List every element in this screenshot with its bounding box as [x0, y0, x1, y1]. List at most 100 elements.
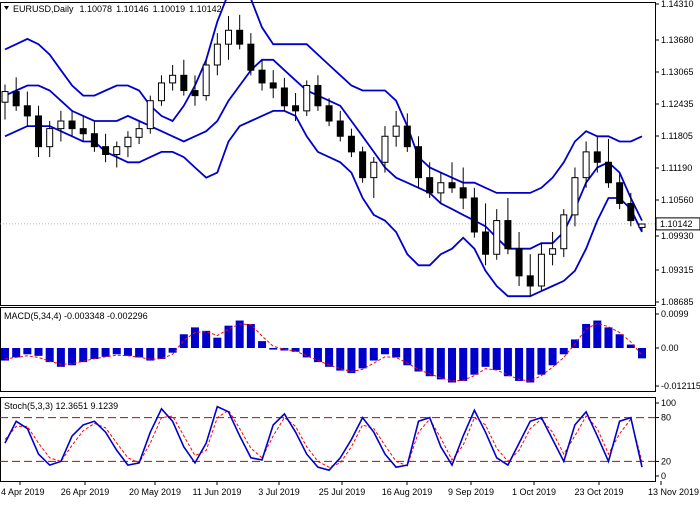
candle-body-bear	[515, 248, 523, 277]
candle-body-bear	[414, 146, 422, 179]
candle-body-bear	[616, 182, 624, 204]
macd-histogram-bar	[436, 348, 445, 380]
macd-histogram-bar	[503, 348, 512, 377]
macd-histogram-bar	[526, 348, 535, 383]
x-tick-label: 1 Oct 2019	[512, 487, 556, 497]
price-y-tick-label: 1.08685	[661, 297, 694, 307]
candle-body-bear	[359, 151, 367, 179]
candle-body-bull	[560, 214, 568, 250]
macd-histogram-bar	[470, 348, 479, 375]
macd-histogram-bar	[68, 348, 77, 366]
macd-histogram-bar	[369, 348, 378, 361]
bollinger-lower-line	[4, 110, 643, 298]
candle-body-bull	[582, 151, 590, 179]
x-tick-label: 11 Jun 2019	[193, 487, 242, 497]
candle-body-bear	[336, 120, 344, 137]
candle-body-bear	[102, 146, 110, 155]
candle-body-bear	[526, 275, 534, 287]
macd-histogram-bar	[492, 348, 501, 370]
candle-body-bear	[236, 29, 244, 45]
candle-body-bull	[437, 182, 445, 194]
macd-panel-frame	[0, 307, 656, 392]
candle-body-bear	[604, 161, 612, 184]
price-y-tick-label: 1.09315	[661, 265, 694, 275]
panel-frames	[0, 2, 656, 482]
macd-panel: MACD(5,34,4) -0.003348 -0.002296	[1, 311, 646, 383]
candle-body-bear	[314, 84, 322, 107]
candle-body-bull	[381, 135, 389, 163]
macd-signal-line	[4, 322, 643, 382]
macd-histogram-bar	[291, 348, 300, 352]
macd-histogram-bar	[101, 348, 110, 357]
candle-body-bull	[135, 128, 143, 138]
ohlc-high: 1.10146	[116, 4, 149, 14]
candle-body-bear	[35, 115, 43, 148]
macd-histogram-bar	[626, 344, 635, 348]
symbol-arrow-icon	[4, 6, 9, 10]
macd-histogram-bar	[481, 348, 490, 367]
x-tick-label: 20 May 2019	[129, 487, 181, 497]
candle-body-bear	[426, 177, 434, 194]
macd-histogram-bar	[246, 323, 255, 348]
bollinger-middle-line	[4, 58, 643, 250]
candle-body-bull	[225, 29, 233, 45]
macd-histogram-bar	[45, 348, 54, 363]
macd-histogram-bar	[403, 348, 412, 366]
candle-body-bull	[213, 43, 221, 66]
bollinger-upper-line	[4, 0, 643, 194]
ohlc-open: 1.10078	[80, 4, 113, 14]
macd-histogram-bar	[224, 325, 233, 348]
macd-panel-title: MACD(5,34,4) -0.003348 -0.002296	[4, 311, 148, 321]
x-tick-label: 4 Apr 2019	[1, 487, 45, 497]
macd-y-tick-label: -0.012115	[661, 381, 700, 391]
macd-histogram-bar	[582, 323, 591, 348]
macd-histogram-bar	[638, 348, 646, 359]
x-tick-label: 23 Oct 2019	[574, 487, 623, 497]
candle-body-bear	[191, 90, 199, 97]
macd-histogram-bar	[12, 348, 21, 358]
macd-histogram-bar	[302, 348, 311, 358]
price-y-tick-label: 1.13680	[661, 35, 694, 45]
macd-histogram-bar	[604, 327, 613, 348]
macd-histogram-bar	[213, 337, 222, 348]
macd-histogram-bar	[258, 341, 267, 348]
candle-body-bear	[459, 187, 467, 199]
symbol-label: EURUSD,Daily	[13, 4, 74, 14]
macd-histogram-bar	[392, 348, 401, 358]
macd-histogram-bar	[280, 348, 289, 351]
candle-body-bull	[303, 84, 311, 112]
candle-body-bear	[504, 220, 512, 250]
stoch-signal-line	[4, 409, 643, 468]
candle-body-bull	[113, 146, 121, 155]
price-panel: EURUSD,Daily 1.10078 1.10146 1.10019 1.10142	[0, 0, 655, 298]
ohlc-close: 1.10142	[189, 4, 222, 14]
macd-histogram-bar	[90, 348, 99, 359]
candle-body-bull	[202, 64, 210, 97]
x-tick-label: 25 Jul 2019	[319, 487, 366, 497]
macd-histogram-bar	[515, 348, 524, 381]
x-tick-label: 13 Nov 2019	[648, 487, 699, 497]
x-tick-label: 9 Sep 2019	[448, 487, 494, 497]
macd-histogram-bar	[347, 348, 356, 374]
macd-histogram-bar	[56, 348, 65, 367]
x-tick-label: 26 Apr 2019	[61, 487, 110, 497]
stoch-y-tick-label: 100	[661, 398, 676, 408]
candle-body-bear	[258, 69, 266, 84]
macd-histogram-bar	[23, 348, 32, 355]
candle-body-bull	[1, 91, 9, 103]
candle-body-bull	[46, 128, 54, 148]
candle-body-bear	[180, 74, 188, 92]
macd-histogram-bar	[269, 348, 278, 350]
macd-histogram-bar	[34, 348, 43, 356]
candle-body-bull	[392, 125, 400, 137]
macd-y-tick-label: 0.00	[661, 343, 679, 353]
stoch-y-tick-label: 80	[661, 413, 671, 423]
candle-body-bear	[325, 105, 333, 122]
macd-histogram-bar	[358, 348, 367, 369]
candle-body-bull	[57, 120, 65, 130]
macd-histogram-bar	[146, 348, 155, 361]
candle-body-bear	[470, 197, 478, 233]
